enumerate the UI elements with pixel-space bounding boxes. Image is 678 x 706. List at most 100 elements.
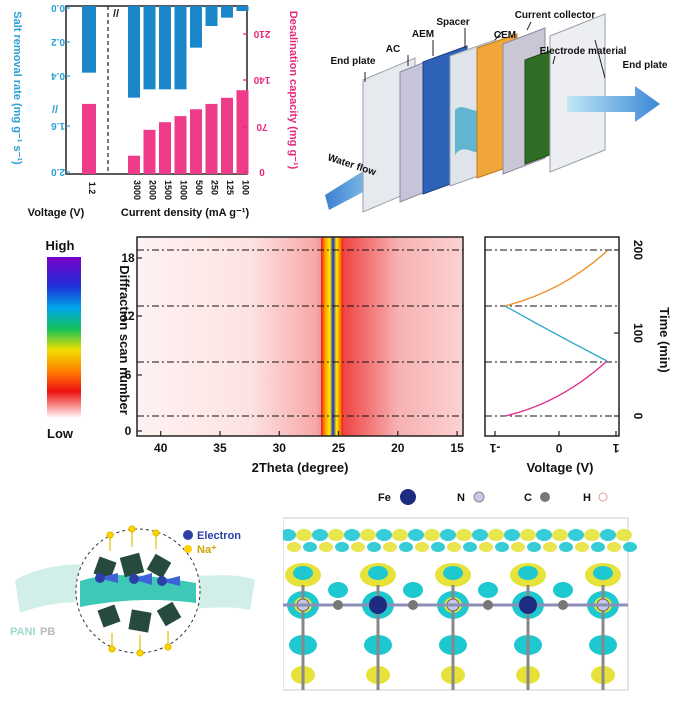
structure-panel: Fe N C H — [280, 485, 678, 701]
current-tick-label: 1500 — [163, 180, 173, 200]
density-blob — [559, 542, 573, 552]
voltage-y-ticks: 0 100 200 — [614, 240, 645, 420]
pani-band — [80, 575, 196, 607]
electron-legend-label: Electron — [197, 530, 241, 542]
density-blob — [368, 566, 388, 580]
capacity-bar — [143, 129, 156, 174]
bars-group: 1.2 3000 2000 1500 1000 500 250 125 100 — [82, 6, 251, 200]
density-blob — [415, 542, 429, 552]
left-axis-ticks: 0.0 0.2 0.4 1.6 2.0 — [51, 2, 70, 177]
left-tick-label: 0.4 — [51, 70, 65, 81]
density-blob — [584, 529, 600, 541]
capacity-bar-voltage — [82, 103, 96, 174]
density-blob — [518, 566, 538, 580]
structure-blobs — [280, 529, 637, 690]
density-blob — [431, 542, 445, 552]
voltage-y-tick-label: 200 — [631, 240, 645, 260]
left-tick-label: 2.0 — [51, 166, 65, 177]
left-tick-label: 1.6 — [51, 120, 65, 131]
c-atom — [558, 600, 568, 610]
voltage-tick-label: 1.2 — [87, 182, 97, 195]
density-blob — [440, 529, 456, 541]
right-tick-label: 70 — [256, 121, 268, 132]
removal-bar — [174, 6, 187, 90]
right-axis-ticks: 210 140 70 0 — [243, 28, 270, 177]
current-tick-label: 250 — [210, 180, 220, 195]
removal-bar — [190, 6, 202, 48]
density-blob — [399, 542, 413, 552]
colorbar — [47, 257, 81, 417]
pb-label: PB — [40, 626, 55, 638]
density-blob — [616, 529, 632, 541]
heatmap-x-tick-label: 20 — [391, 441, 405, 455]
axis-break-mark-top: // — [113, 8, 119, 20]
electron-legend-dot — [183, 530, 193, 540]
voltage-curve-discharge — [504, 305, 608, 362]
end-plate-right — [549, 13, 606, 173]
schematic-panel: Electron Na⁺ PB PANI — [0, 485, 270, 701]
density-blob — [478, 582, 498, 598]
density-blob — [367, 542, 381, 552]
insitu-figure: High Low 40 35 30 25 20 15 0 6 12 18 Diffraction… — [46, 236, 672, 475]
density-blob — [495, 542, 509, 552]
electron-arrows — [98, 573, 180, 586]
heatmap-x-tick-label: 35 — [213, 441, 227, 455]
left-tick-label: 0.2 — [51, 36, 65, 47]
c-legend-label: C — [524, 492, 532, 504]
voltage-curve-charge-1 — [504, 360, 608, 417]
heatmap-guide-lines — [137, 249, 463, 417]
heatmap-x-ticks: 40 35 30 25 20 15 — [154, 431, 464, 455]
na-ions — [106, 525, 172, 657]
heatmap-area — [137, 237, 463, 436]
leader-lines — [364, 21, 606, 82]
voltage-x-tick-label: 1 — [612, 441, 619, 455]
current-tick-label: 100 — [241, 180, 251, 195]
device-panel: End plate AC AEM Spacer CEM Current coll… — [305, 0, 678, 230]
colorbar-low-label: Low — [47, 426, 74, 441]
left-tick-label: 0.0 — [51, 2, 65, 13]
heatmap-y-tick-label: 0 — [125, 424, 132, 438]
removal-bar — [128, 6, 140, 98]
density-blob — [328, 529, 344, 541]
current-tick-label: 3000 — [132, 180, 142, 200]
outlet-arrow — [567, 86, 660, 122]
density-blob — [351, 542, 365, 552]
removal-bar — [159, 6, 171, 90]
colorbar-high-label: High — [46, 238, 75, 253]
c-atom — [483, 600, 493, 610]
removal-bar-voltage — [82, 6, 96, 73]
capacity-bar — [159, 122, 171, 174]
heatmap-x-tick-label: 25 — [332, 441, 346, 455]
removal-bar — [205, 6, 218, 26]
capacity-bar — [236, 90, 249, 174]
label-end-plate-right: End plate — [622, 60, 667, 71]
bar-chart-frame — [65, 5, 248, 175]
density-blob — [511, 542, 525, 552]
capacity-bar — [128, 155, 140, 174]
heatmap-x-tick-label: 15 — [450, 441, 464, 455]
h-legend-dot — [598, 492, 608, 502]
label-current-collector: Current collector — [515, 10, 596, 21]
removal-bar — [236, 6, 249, 11]
current-axis-label: Current density (mA g⁻¹) — [121, 207, 250, 219]
density-blob — [591, 542, 605, 552]
fe-legend-dot — [400, 489, 416, 505]
charge-density-structure: Fe N C H — [280, 489, 637, 691]
insitu-panel: High Low 40 35 30 25 20 15 0 6 12 18 Diffraction… — [0, 230, 678, 480]
density-blob — [607, 542, 621, 552]
density-blob — [303, 542, 317, 552]
c-atom — [333, 600, 343, 610]
voltage-axis-label: Voltage (V) — [28, 207, 85, 219]
fe-atom — [369, 596, 387, 614]
voltage-y-label: Time (min) — [657, 307, 672, 373]
heatmap-y-ticks: 0 6 12 18 — [121, 251, 142, 438]
density-blob — [296, 529, 312, 541]
capacity-bar — [174, 116, 187, 174]
voltage-y-tick-label: 0 — [631, 413, 645, 420]
pani-label: PANI — [10, 626, 35, 638]
density-blob — [543, 542, 557, 552]
density-blob — [593, 566, 613, 580]
label-ac: AC — [386, 44, 400, 55]
heatmap-x-label: 2Theta (degree) — [252, 460, 349, 475]
current-tick-label: 1000 — [179, 180, 189, 200]
